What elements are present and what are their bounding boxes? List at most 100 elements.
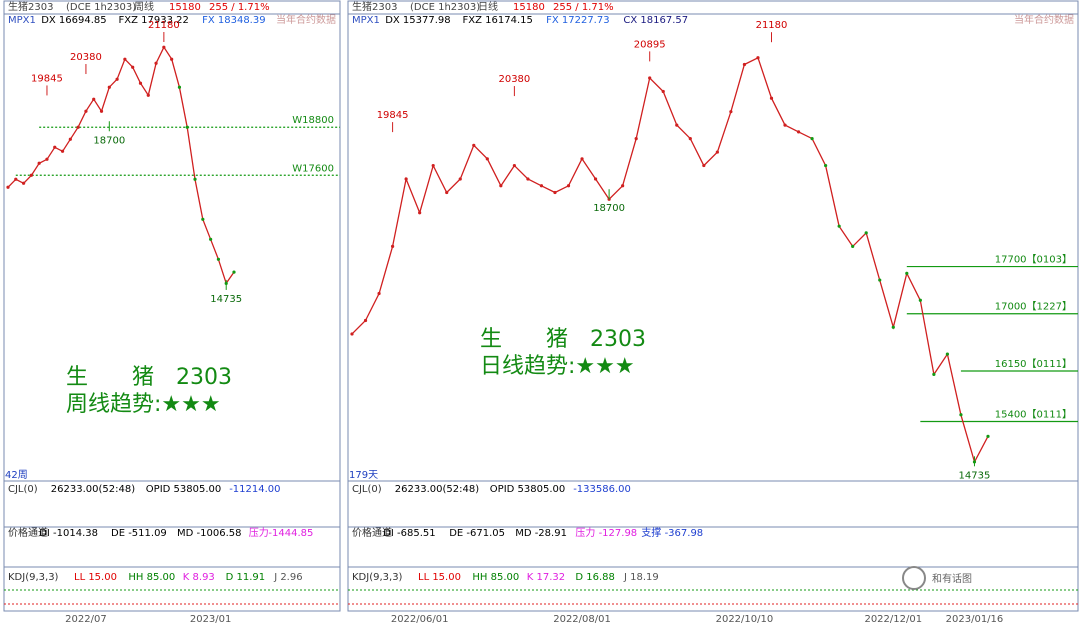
indicator-kdj: K 17.32	[527, 572, 565, 583]
price-point	[115, 77, 119, 81]
legend-item: FX 17227.73	[546, 15, 610, 26]
price-point	[445, 190, 449, 195]
level-label: 15400【0111】	[995, 409, 1072, 421]
price-point	[878, 278, 882, 282]
price-point	[539, 184, 544, 188]
date-label: 2022/06/01	[391, 614, 449, 625]
price-point	[702, 163, 706, 168]
legend-item: FXZ 16174.15	[463, 15, 533, 26]
panel-frame	[347, 0, 1079, 612]
high-label: 20380	[498, 74, 530, 85]
low-label: 14735	[210, 294, 242, 305]
price-point	[162, 45, 166, 49]
price-point	[891, 325, 895, 329]
indicator-channel: -1444.85	[268, 528, 313, 539]
price-point	[350, 332, 354, 336]
indicator-channel: MD -1006.58	[177, 528, 241, 539]
high-label: 19845	[377, 110, 409, 121]
indicator-kdj: HH 85.00	[128, 572, 175, 583]
price-point	[60, 149, 65, 153]
price-point	[390, 244, 395, 248]
price-point	[146, 93, 150, 97]
price-point	[123, 57, 127, 61]
header-symbol: 生猪2303	[352, 0, 397, 13]
legend-item: MPX1	[8, 15, 36, 26]
price-point	[485, 157, 489, 161]
price-point	[131, 65, 135, 69]
price-point	[675, 123, 679, 127]
price-point	[742, 62, 747, 67]
indicator-kdj: D 11.91	[226, 572, 266, 583]
indicator-channel: 价格通道	[8, 526, 48, 539]
price-point	[92, 97, 96, 101]
indicator-kdj: KDJ(9,3,3)	[8, 572, 59, 583]
indicator-cjl: OPID 53805.00	[490, 484, 565, 495]
trend-rating: 日线趋势:★★★	[480, 354, 635, 379]
price-point	[472, 143, 476, 147]
header-period: 周线	[134, 0, 154, 13]
price-point	[512, 163, 516, 168]
price-point	[53, 145, 57, 149]
price-point	[107, 85, 111, 89]
indicator-kdj: J 2.96	[273, 572, 302, 583]
price-point	[418, 211, 422, 215]
price-point	[851, 244, 855, 248]
price-point	[84, 109, 88, 113]
level-label: W17600	[292, 163, 334, 174]
price-point	[29, 173, 33, 177]
legend-item: CX 18167.57	[623, 15, 688, 26]
date-label: 2022/08/01	[553, 614, 611, 625]
price-point	[824, 163, 828, 168]
indicator-cjl: -11214.00	[229, 484, 280, 495]
low-label: 14735	[959, 470, 991, 481]
indicator-kdj: LL 15.00	[74, 572, 117, 583]
price-point	[837, 224, 841, 228]
price-point	[216, 257, 221, 261]
indicator-kdj: KDJ(9,3,3)	[352, 572, 403, 583]
watermark-icon	[902, 566, 926, 590]
price-point	[729, 110, 733, 114]
price-point	[621, 184, 625, 188]
price-point	[756, 56, 760, 60]
header-exchange: (DCE 1h2303)	[66, 2, 136, 13]
header-exchange: (DCE 1h2303)	[410, 2, 480, 13]
indicator-cjl: OPID 53805.00	[146, 484, 221, 495]
indicator-kdj: LL 15.00	[418, 572, 461, 583]
watermark: 和有话图	[932, 572, 972, 585]
header-price: 15180	[513, 2, 545, 13]
indicator-cjl: 26233.00(52:48)	[51, 484, 135, 495]
price-point	[45, 157, 49, 161]
date-label: 2022/10/10	[716, 614, 774, 625]
indicator-channel: DE -671.05	[449, 528, 505, 539]
indicator-cjl: CJL(0)	[352, 484, 382, 495]
bar-count: 42周	[5, 469, 28, 481]
indicator-kdj: D 16.88	[575, 572, 615, 583]
price-point	[201, 217, 205, 221]
price-point	[138, 81, 143, 85]
price-point	[177, 85, 182, 89]
level-label: 16150【0111】	[995, 358, 1072, 370]
header-price: 15180	[169, 2, 201, 13]
price-point	[796, 130, 801, 134]
price-point	[864, 231, 868, 235]
price-point	[553, 190, 557, 195]
indicator-channel: MD -28.91	[515, 528, 567, 539]
header-symbol: 生猪2303	[8, 0, 53, 13]
date-label: 2022/07	[65, 614, 107, 625]
price-point	[769, 96, 774, 100]
date-label: 2023/01/16	[946, 614, 1004, 625]
trend-rating: 周线趋势:★★★	[66, 392, 221, 417]
price-point	[810, 137, 814, 141]
indicator-channel: 支撑 -367.98	[641, 526, 703, 539]
price-point	[99, 109, 104, 113]
legend-item: DX 16694.85	[41, 15, 106, 26]
legend-item: MPX1	[352, 15, 380, 26]
price-point	[14, 177, 18, 181]
price-point	[170, 57, 174, 61]
price-point	[688, 137, 692, 141]
price-point	[715, 150, 719, 154]
price-point	[185, 125, 189, 129]
price-point	[526, 177, 530, 181]
